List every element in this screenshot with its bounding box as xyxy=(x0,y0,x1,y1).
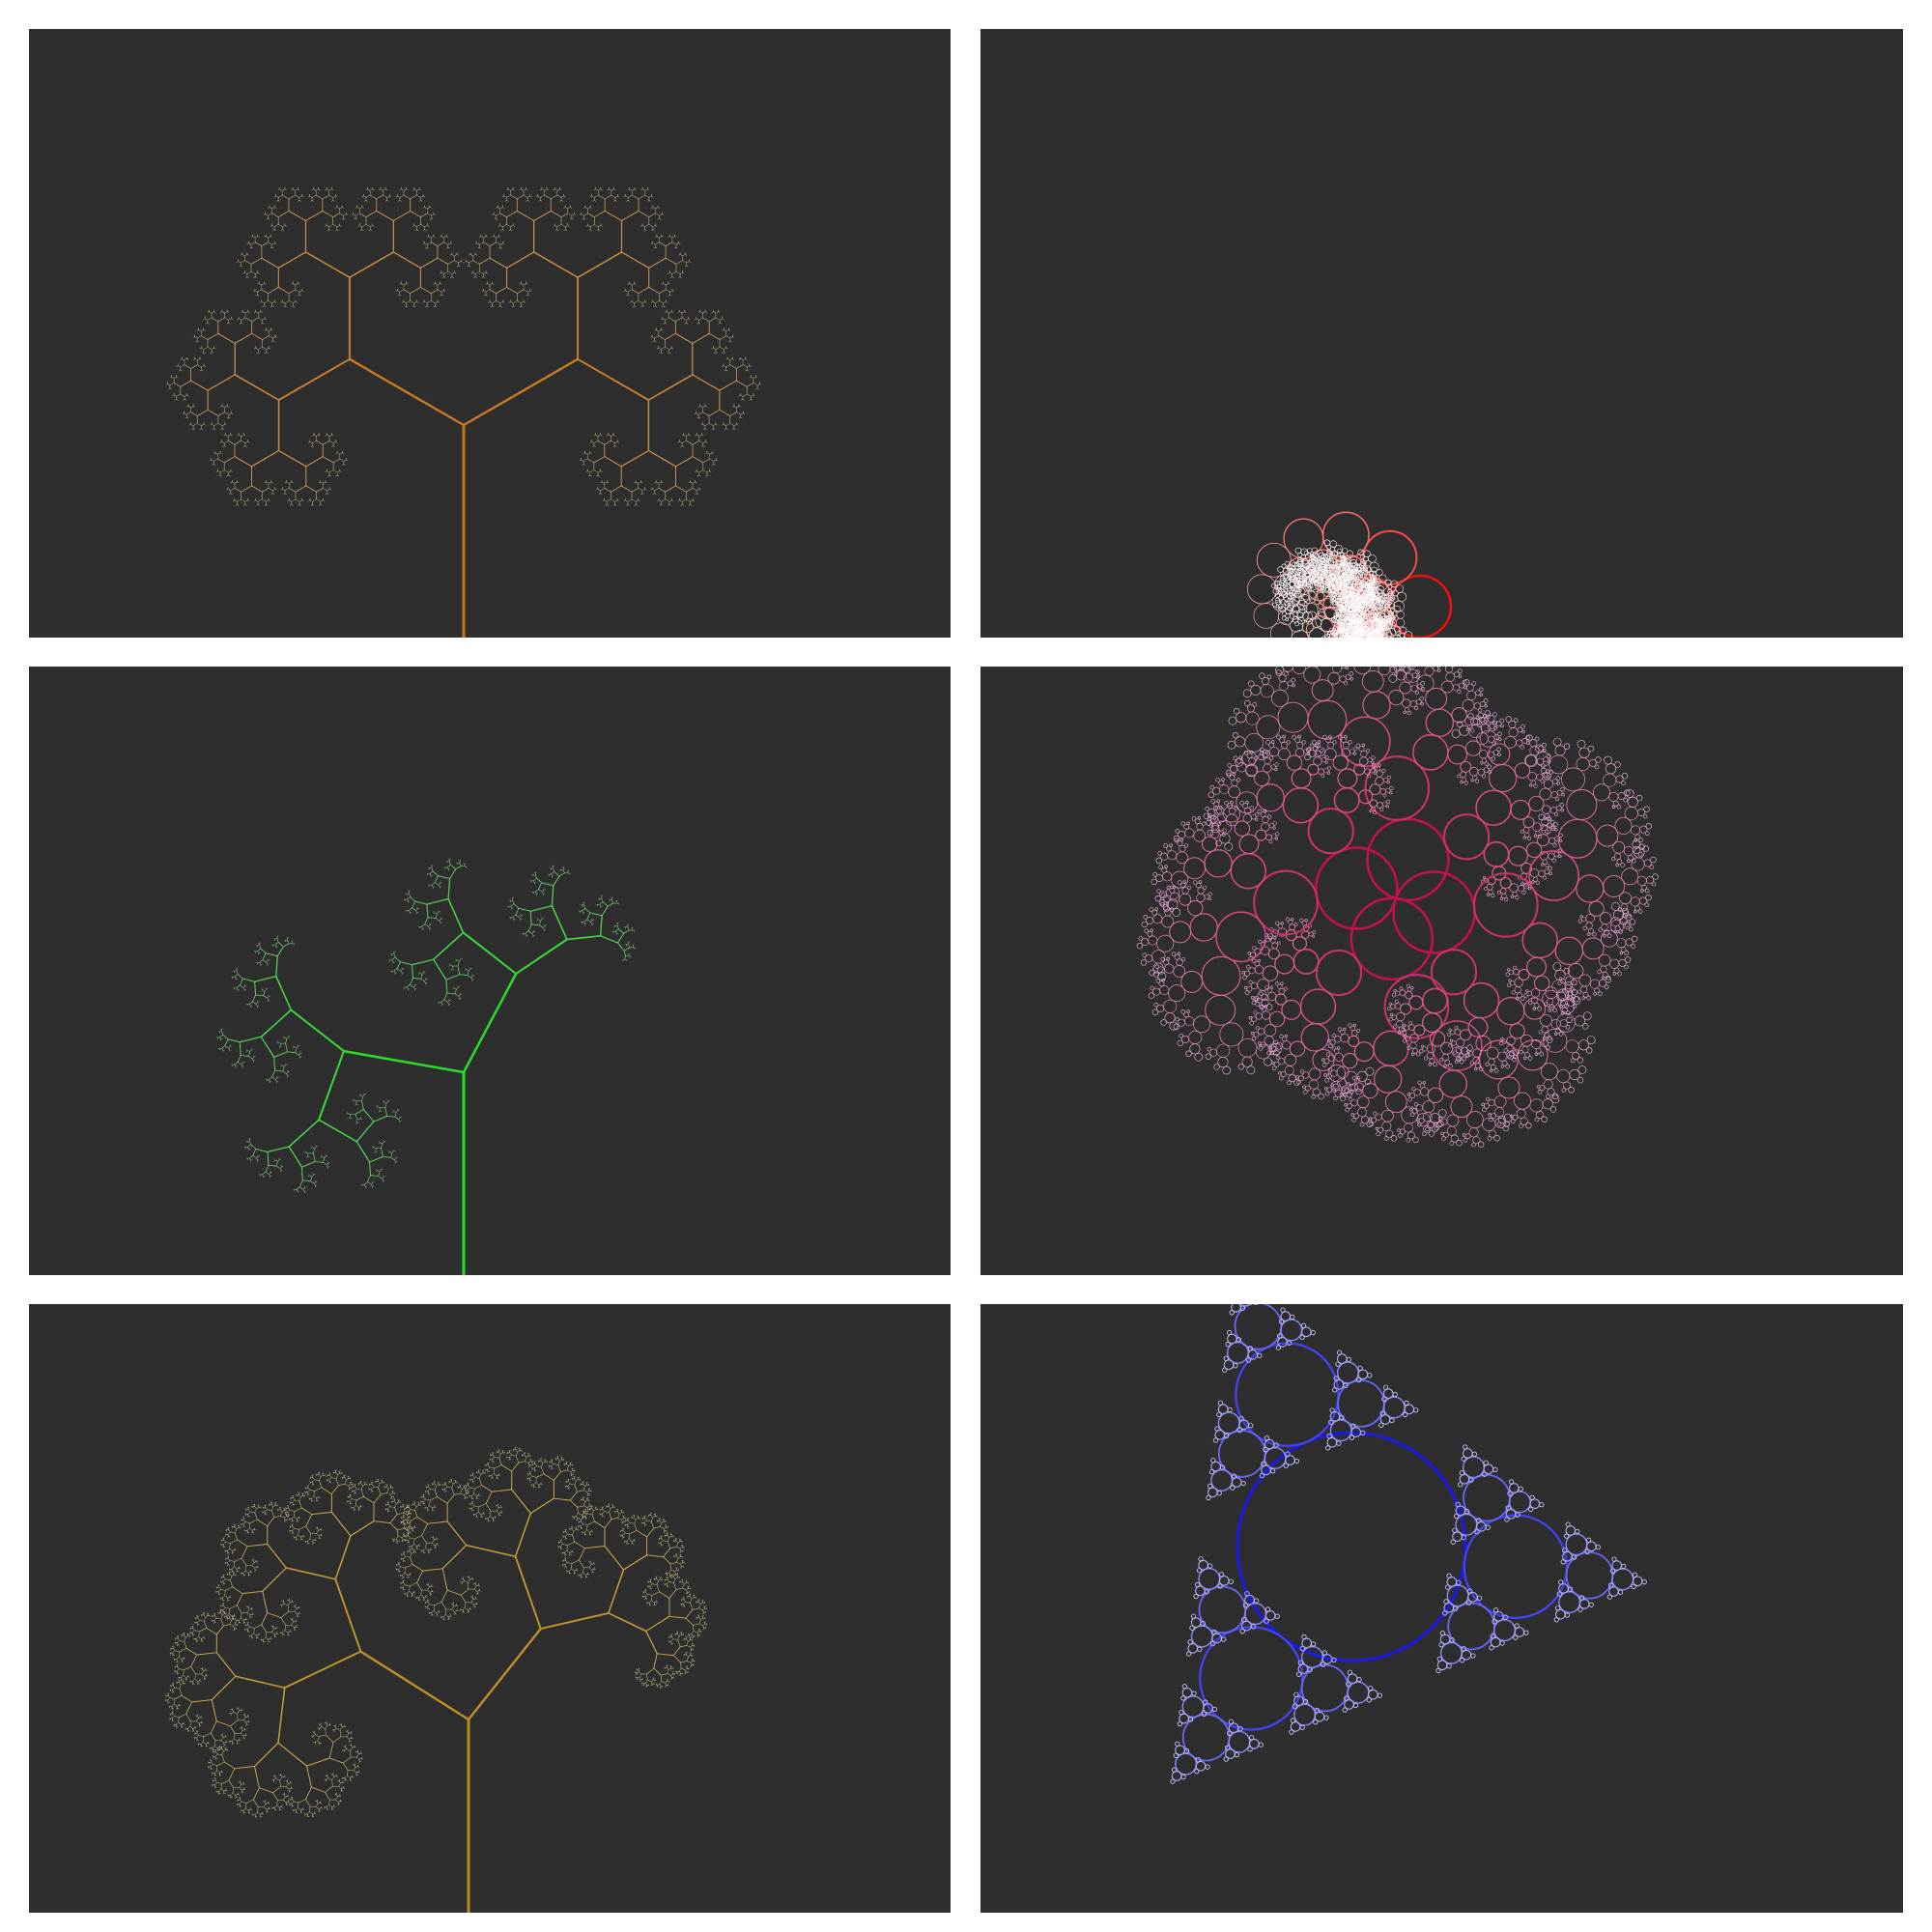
branch-level-3 xyxy=(234,251,694,452)
ring-level-11 xyxy=(1270,539,1402,638)
ring-level-4 xyxy=(1400,789,1626,1052)
branch-level-3 xyxy=(260,897,602,1148)
fractal-canvas xyxy=(29,667,951,1275)
branch-level-6 xyxy=(222,864,631,1188)
ring-level-6 xyxy=(1148,741,1391,1058)
fractal-canvas xyxy=(980,29,1903,638)
ring-level-5 xyxy=(1170,1304,1647,1784)
ring-level-1 xyxy=(1253,808,1354,936)
panel-background xyxy=(980,667,1903,1275)
ring-level-7 xyxy=(1244,917,1589,1145)
branch-level-7 xyxy=(219,861,634,1190)
branch-level-9 xyxy=(167,1449,706,1815)
panel-background xyxy=(980,29,1903,638)
branch-level-9 xyxy=(215,858,636,1194)
fractal-canvas xyxy=(980,1304,1903,1913)
ring-level-8 xyxy=(1397,737,1659,1073)
branch-level-5 xyxy=(191,1470,687,1789)
fractal-panel-asymmetric-tree xyxy=(29,1304,951,1913)
branch-level-5 xyxy=(190,210,737,487)
fractal-panel-hexagonal-tree xyxy=(29,29,951,638)
branch-level-8 xyxy=(169,190,758,502)
ring-level-7 xyxy=(1387,745,1655,1070)
panel-background xyxy=(29,667,951,1275)
ring-level-1 xyxy=(1430,872,1539,996)
fractal-panel-curly-circle-tree xyxy=(980,29,1903,638)
ring-level-7 xyxy=(1141,737,1394,1067)
branch-level-2 xyxy=(283,1555,610,1690)
branch-level-9 xyxy=(167,188,760,505)
branch-level-1 xyxy=(348,357,580,427)
fractal-panel-blue-ring-snowflake xyxy=(980,1304,1903,1913)
ring-level-0 xyxy=(1350,896,1435,981)
branch-level-10 xyxy=(165,186,762,506)
branch-level-4 xyxy=(211,1489,670,1768)
branch-level-8 xyxy=(169,1451,703,1813)
branch-level-2 xyxy=(277,276,650,402)
ring-level-1 xyxy=(1364,755,1491,861)
ring-level-1 xyxy=(1315,949,1450,1039)
branch-level-7 xyxy=(174,1455,700,1807)
ring-level-2 xyxy=(1339,716,1512,867)
ring-level-4 xyxy=(1277,669,1545,890)
branch-level-1 xyxy=(359,1627,542,1721)
ring-level-0 xyxy=(1314,846,1399,930)
fractal-canvas xyxy=(29,1304,951,1913)
branch-level-4 xyxy=(207,219,721,468)
ring-level-4 xyxy=(1169,754,1381,1026)
panel-background xyxy=(980,1304,1903,1913)
ring-level-8 xyxy=(1241,933,1596,1148)
branch-level-7 xyxy=(173,194,754,500)
branch-level-6 xyxy=(180,198,748,493)
branch-level-5 xyxy=(227,868,625,1181)
branch-level-1 xyxy=(342,972,518,1074)
branch-level-4 xyxy=(239,877,619,1168)
branch-level-10 xyxy=(165,1447,707,1817)
fractal-canvas xyxy=(980,667,1903,1275)
ring-level-8 xyxy=(1227,667,1566,891)
panel-background xyxy=(29,1304,951,1913)
fractal-panel-three-armed-circle-tree xyxy=(980,667,1903,1275)
panel-background xyxy=(29,29,951,638)
ring-level-4 xyxy=(1262,929,1548,1119)
fractal-canvas xyxy=(29,29,951,638)
fractal-panel-square-spiral-tree xyxy=(29,667,951,1275)
ring-level-8 xyxy=(1136,734,1381,1075)
branch-level-6 xyxy=(181,1462,694,1801)
branch-level-8 xyxy=(217,859,636,1192)
branch-level-3 xyxy=(235,1512,647,1744)
branch-level-11 xyxy=(164,1446,708,1818)
branch-level-2 xyxy=(290,931,568,1122)
